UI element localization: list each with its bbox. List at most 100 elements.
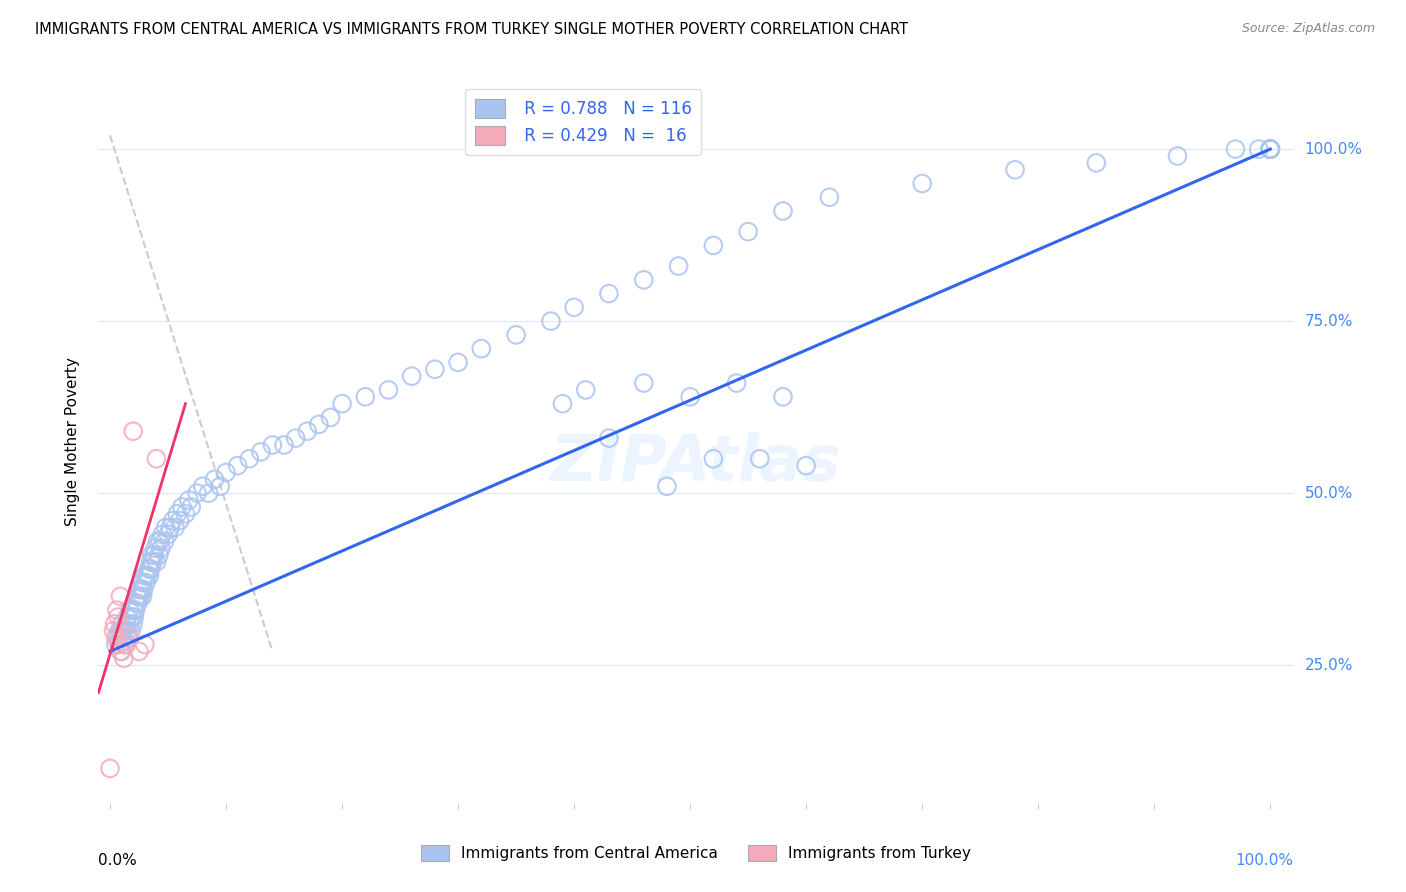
Point	[115, 616, 138, 631]
Point	[118, 603, 141, 617]
Point	[598, 286, 620, 301]
Point	[159, 520, 181, 534]
Text: IMMIGRANTS FROM CENTRAL AMERICA VS IMMIGRANTS FROM TURKEY SINGLE MOTHER POVERTY : IMMIGRANTS FROM CENTRAL AMERICA VS IMMIG…	[35, 22, 908, 37]
Point	[1258, 142, 1281, 156]
Point	[124, 603, 146, 617]
Point	[111, 624, 134, 638]
Point	[117, 631, 139, 645]
Point	[104, 631, 127, 645]
Point	[141, 548, 163, 562]
Point	[111, 644, 134, 658]
Point	[655, 479, 678, 493]
Point	[354, 390, 377, 404]
Point	[401, 369, 423, 384]
Point	[598, 431, 620, 445]
Point	[197, 486, 219, 500]
Text: Source: ZipAtlas.com: Source: ZipAtlas.com	[1241, 22, 1375, 36]
Point	[204, 472, 226, 486]
Point	[112, 624, 135, 638]
Point	[330, 397, 353, 411]
Point	[702, 451, 724, 466]
Point	[1258, 142, 1281, 156]
Point	[153, 534, 176, 549]
Point	[122, 424, 145, 438]
Point	[1166, 149, 1188, 163]
Point	[297, 424, 319, 438]
Text: 50.0%: 50.0%	[1305, 485, 1353, 500]
Point	[128, 590, 150, 604]
Point	[104, 638, 127, 652]
Point	[118, 616, 141, 631]
Point	[1225, 142, 1247, 156]
Point	[794, 458, 817, 473]
Point	[470, 342, 492, 356]
Point	[131, 590, 153, 604]
Point	[1247, 142, 1270, 156]
Point	[139, 562, 162, 576]
Point	[103, 624, 125, 638]
Point	[575, 383, 598, 397]
Point	[108, 638, 131, 652]
Text: 25.0%: 25.0%	[1305, 657, 1353, 673]
Point	[128, 644, 150, 658]
Point	[142, 555, 165, 569]
Point	[107, 631, 129, 645]
Point	[1258, 142, 1281, 156]
Point	[150, 541, 173, 556]
Point	[139, 555, 162, 569]
Point	[105, 603, 128, 617]
Point	[748, 451, 770, 466]
Point	[110, 590, 132, 604]
Point	[377, 383, 399, 397]
Point	[772, 204, 794, 219]
Point	[1004, 162, 1026, 177]
Point	[128, 582, 150, 597]
Point	[273, 438, 295, 452]
Point	[129, 590, 152, 604]
Point	[551, 397, 574, 411]
Point	[633, 273, 655, 287]
Point	[157, 527, 180, 541]
Point	[250, 445, 273, 459]
Point	[111, 631, 134, 645]
Point	[633, 376, 655, 390]
Point	[122, 616, 145, 631]
Point	[135, 575, 157, 590]
Point	[138, 568, 160, 582]
Point	[122, 603, 145, 617]
Point	[505, 327, 527, 342]
Point	[163, 520, 186, 534]
Point	[319, 410, 342, 425]
Point	[702, 238, 724, 252]
Point	[104, 616, 127, 631]
Point	[180, 500, 202, 514]
Text: ZIPAtlas: ZIPAtlas	[551, 433, 841, 494]
Text: 100.0%: 100.0%	[1236, 854, 1294, 869]
Point	[124, 610, 146, 624]
Point	[772, 390, 794, 404]
Point	[1258, 142, 1281, 156]
Text: 75.0%: 75.0%	[1305, 314, 1353, 328]
Point	[145, 451, 167, 466]
Point	[117, 631, 139, 645]
Point	[131, 575, 153, 590]
Point	[186, 486, 208, 500]
Point	[818, 190, 841, 204]
Point	[107, 610, 129, 624]
Point	[131, 582, 153, 597]
Point	[209, 479, 232, 493]
Point	[166, 507, 188, 521]
Point	[540, 314, 562, 328]
Point	[177, 493, 200, 508]
Point	[679, 390, 702, 404]
Legend: Immigrants from Central America, Immigrants from Turkey: Immigrants from Central America, Immigra…	[415, 839, 977, 867]
Text: 100.0%: 100.0%	[1305, 142, 1362, 157]
Point	[127, 596, 149, 610]
Point	[191, 479, 214, 493]
Point	[447, 355, 470, 369]
Point	[115, 638, 138, 652]
Point	[98, 761, 121, 775]
Point	[911, 177, 934, 191]
Point	[125, 590, 148, 604]
Point	[1258, 142, 1281, 156]
